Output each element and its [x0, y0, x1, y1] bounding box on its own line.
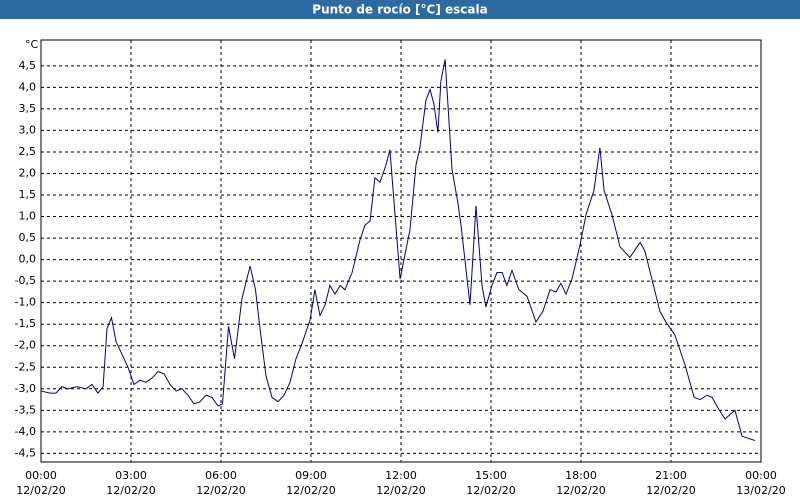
x-tick-label: 18:00 [565, 469, 597, 482]
y-tick-label: 4,5 [19, 59, 37, 72]
x-tick-label: 06:00 [205, 469, 237, 482]
title-bar [0, 0, 800, 19]
x-tick-date: 12/02/20 [196, 484, 245, 497]
y-tick-label: 0,0 [19, 253, 37, 266]
y-tick-label: 0,5 [19, 231, 37, 244]
x-tick-date: 12/02/20 [646, 484, 695, 497]
y-tick-label: -3,0 [15, 382, 36, 395]
y-tick-label: 1,0 [19, 210, 37, 223]
x-tick-label: 03:00 [115, 469, 147, 482]
x-tick-date: 12/02/20 [16, 484, 65, 497]
y-tick-label: 4,0 [19, 80, 37, 93]
chart-title: Punto de rocío [°C] escala [312, 3, 487, 17]
x-tick-date: 13/02/20 [736, 484, 785, 497]
x-tick-label: 00:00 [25, 469, 57, 482]
x-tick-label: 21:00 [655, 469, 687, 482]
y-tick-label: -2,5 [15, 360, 36, 373]
y-tick-label: -4,0 [15, 425, 36, 438]
x-tick-date: 12/02/20 [556, 484, 605, 497]
x-tick-date: 12/02/20 [376, 484, 425, 497]
y-tick-label: 1,5 [19, 188, 37, 201]
y-tick-label: 3,5 [19, 102, 37, 115]
x-tick-label: 12:00 [385, 469, 417, 482]
x-tick-label: 09:00 [295, 469, 327, 482]
y-tick-label: -0,5 [15, 274, 36, 287]
y-tick-label: 2,5 [19, 145, 37, 158]
y-unit: °C [25, 38, 39, 51]
y-tick-label: 2,0 [19, 166, 37, 179]
y-tick-label: -1,0 [15, 296, 36, 309]
x-tick-date: 12/02/20 [466, 484, 515, 497]
data-line [40, 59, 756, 441]
x-tick-label: 00:00 [745, 469, 777, 482]
y-tick-label: 3,0 [19, 123, 37, 136]
x-tick-date: 12/02/20 [286, 484, 335, 497]
y-tick-label: -3,5 [15, 403, 36, 416]
x-tick-date: 12/02/20 [106, 484, 155, 497]
x-tick-label: 15:00 [475, 469, 507, 482]
y-tick-label: -1,5 [15, 317, 36, 330]
y-tick-label: -2,0 [15, 339, 36, 352]
y-tick-label: -4,5 [15, 446, 36, 459]
